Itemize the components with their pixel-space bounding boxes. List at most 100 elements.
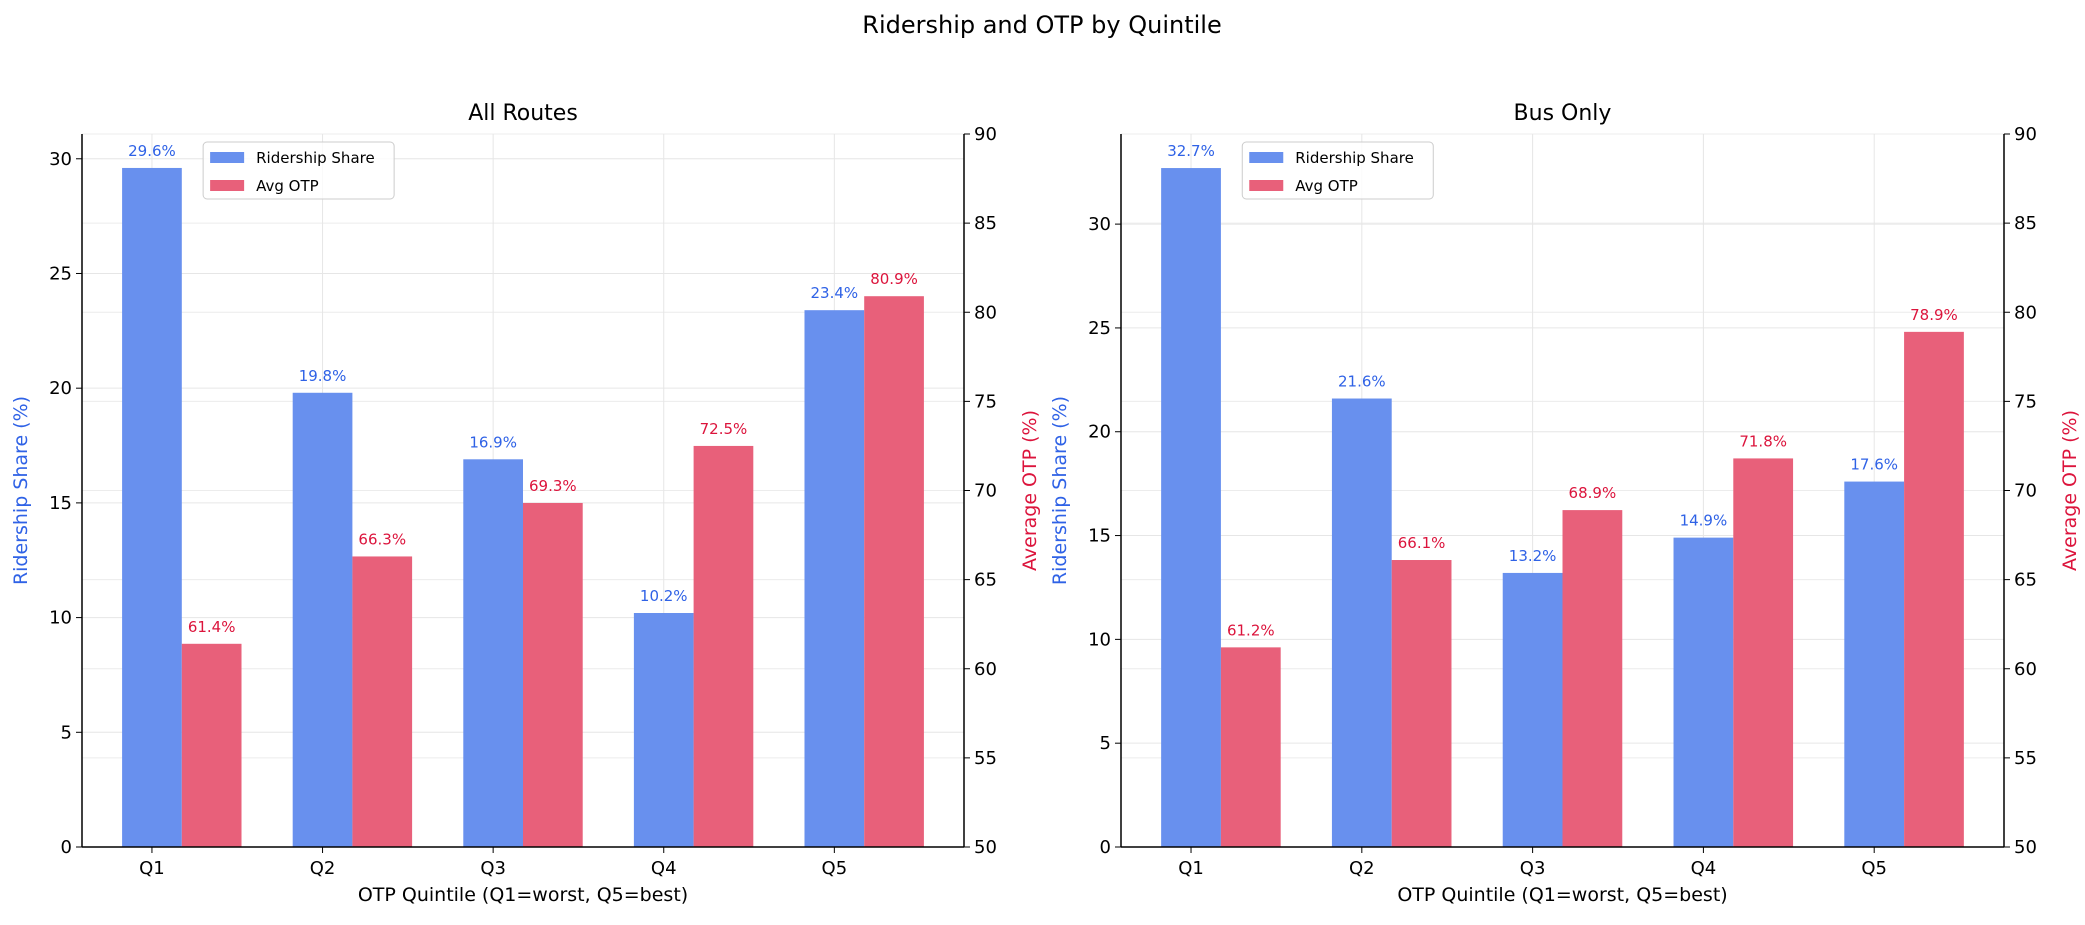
bar-ridership-Q3	[463, 459, 523, 847]
legend-box	[1241, 141, 1434, 200]
y-tick-label: 30	[49, 149, 72, 170]
data-label-ridership: 29.6%	[128, 142, 176, 160]
y2-tick-label: 90	[974, 124, 997, 145]
legend-label-ridership: Ridership Share	[256, 149, 375, 167]
x-tick-label: Q2	[310, 858, 336, 879]
legend-swatch-ridership	[1249, 152, 1284, 163]
x-axis-label: OTP Quintile (Q1=worst, Q5=best)	[358, 884, 688, 906]
subplot-title: All Routes	[468, 101, 578, 126]
y-tick-label: 10	[1088, 629, 1111, 650]
x-axis-label: OTP Quintile (Q1=worst, Q5=best)	[1397, 884, 1727, 906]
legend-label-ridership: Ridership Share	[1295, 149, 1414, 167]
x-tick-label: Q4	[651, 858, 677, 879]
bar-otp-Q2	[352, 556, 413, 847]
x-tick-label: Q1	[139, 858, 165, 879]
y2-tick-label: 75	[974, 391, 997, 412]
bar-otp-Q4	[693, 445, 754, 847]
y-tick-label: 5	[1100, 733, 1111, 754]
bar-otp-Q2	[1391, 560, 1452, 847]
x-tick-label: Q1	[1178, 858, 1204, 879]
bar-otp-Q4	[1733, 458, 1794, 847]
data-label-otp: 61.4%	[188, 618, 236, 636]
data-label-ridership: 32.7%	[1167, 142, 1215, 160]
bar-ridership-Q3	[1502, 572, 1563, 847]
bar-ridership-Q4	[633, 613, 694, 847]
data-label-otp: 66.1%	[1398, 534, 1446, 552]
y2-tick-label: 50	[2014, 837, 2037, 858]
data-label-otp: 66.3%	[358, 530, 406, 548]
legend-swatch-ridership	[210, 152, 245, 163]
data-label-ridership: 13.2%	[1509, 547, 1557, 565]
x-tick-label: Q3	[480, 858, 506, 879]
subplot-2: 32.7% 21.6% 13.2% 14.9% 17.6% 61.2% 66.1% 68.9%…	[1049, 101, 2081, 906]
y-tick-label: 10	[49, 608, 72, 629]
y-tick-label: 25	[49, 263, 72, 284]
y2-axis-label: Average OTP (%)	[2059, 410, 2081, 571]
data-label-otp: 78.9%	[1910, 306, 1958, 324]
bar-ridership-Q2	[1331, 398, 1392, 847]
y2-tick-label: 55	[974, 748, 997, 769]
legend: Ridership Share Avg OTP	[202, 141, 395, 200]
x-tick-label: Q5	[1861, 858, 1887, 879]
y2-tick-label: 90	[2014, 124, 2037, 145]
y2-tick-label: 85	[2014, 213, 2037, 234]
y2-tick-label: 80	[2014, 302, 2037, 323]
bar-ridership-Q1	[1161, 168, 1221, 847]
data-label-otp: 68.9%	[1569, 484, 1617, 502]
y2-tick-label: 85	[974, 213, 997, 234]
y-axis-label: Ridership Share (%)	[1049, 396, 1071, 585]
legend-label-otp: Avg OTP	[256, 177, 319, 195]
y-tick-label: 25	[1088, 318, 1111, 339]
bar-ridership-Q1	[122, 167, 182, 847]
legend-swatch-otp	[210, 180, 245, 191]
y-tick-label: 0	[61, 837, 72, 858]
y2-tick-label: 60	[2014, 659, 2037, 680]
bar-otp-Q3	[523, 502, 583, 847]
bar-otp-Q1	[1220, 647, 1281, 847]
y2-tick-label: 50	[974, 837, 997, 858]
y2-tick-label: 70	[974, 481, 997, 502]
legend-box	[202, 141, 395, 200]
y2-tick-label: 80	[974, 302, 997, 323]
y-tick-label: 30	[1088, 214, 1111, 235]
bar-ridership-Q5	[804, 310, 865, 848]
y2-tick-label: 65	[974, 570, 997, 591]
y2-tick-label: 65	[2014, 570, 2037, 591]
bar-otp-Q5	[864, 296, 924, 847]
y2-tick-label: 60	[974, 659, 997, 680]
legend-label-otp: Avg OTP	[1295, 177, 1358, 195]
data-label-ridership: 17.6%	[1850, 456, 1898, 474]
data-label-otp: 69.3%	[529, 477, 577, 495]
data-label-ridership: 10.2%	[640, 587, 688, 605]
bar-otp-Q3	[1562, 510, 1623, 847]
x-tick-label: Q4	[1691, 858, 1717, 879]
legend-swatch-otp	[1249, 180, 1284, 191]
figure-title: Ridership and OTP by Quintile	[862, 11, 1221, 39]
subplot-1: 29.6% 19.8% 16.9% 10.2% 23.4% 61.4% 66.3% 69.3%…	[10, 101, 1041, 906]
x-tick-label: Q5	[822, 858, 848, 879]
y-axis-label: Ridership Share (%)	[10, 396, 32, 585]
subplot-title: Bus Only	[1514, 101, 1612, 126]
y2-tick-label: 75	[2014, 391, 2037, 412]
y2-axis-label: Average OTP (%)	[1019, 410, 1041, 571]
data-label-otp: 71.8%	[1739, 432, 1787, 450]
y-tick-label: 0	[1100, 837, 1111, 858]
y-tick-label: 20	[1088, 422, 1111, 443]
y2-tick-label: 55	[2014, 748, 2037, 769]
bar-ridership-Q5	[1844, 481, 1905, 847]
data-label-otp: 61.2%	[1227, 621, 1275, 639]
bar-ridership-Q4	[1673, 537, 1734, 847]
data-label-otp: 72.5%	[700, 420, 748, 438]
y-tick-label: 20	[49, 378, 72, 399]
data-label-ridership: 19.8%	[299, 367, 347, 385]
y-tick-label: 15	[49, 493, 72, 514]
y-tick-label: 5	[61, 722, 72, 743]
x-tick-label: Q2	[1349, 858, 1375, 879]
y2-tick-label: 70	[2014, 481, 2037, 502]
data-label-ridership: 21.6%	[1338, 373, 1386, 391]
data-label-ridership: 23.4%	[811, 284, 859, 302]
bar-otp-Q1	[181, 643, 242, 847]
x-tick-label: Q3	[1520, 858, 1546, 879]
data-label-otp: 80.9%	[870, 270, 918, 288]
legend: Ridership Share Avg OTP	[1241, 141, 1434, 200]
